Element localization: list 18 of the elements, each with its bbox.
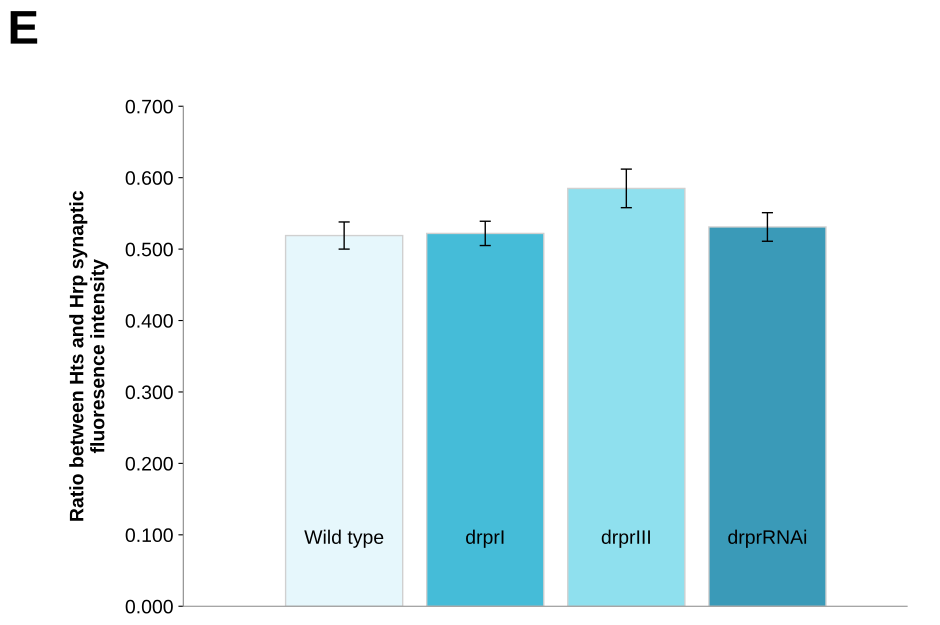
y-tick-label: 0.000 <box>126 600 173 614</box>
x-tick-label: Wild type <box>304 530 384 548</box>
chart-title: E <box>10 11 38 44</box>
y-axis-title: Ratio between Hts and Hrp synaptic fluoresence intensity <box>69 190 108 521</box>
bar <box>567 188 686 606</box>
y-tick-label: 0.300 <box>126 385 173 400</box>
y-tick-label: 0.100 <box>126 528 173 542</box>
x-tick-label: drprI <box>466 530 504 548</box>
y-tick-label: 0.700 <box>126 100 173 114</box>
x-tick-label: drprRNAi <box>728 530 806 548</box>
y-tick-label: 0.400 <box>126 314 173 328</box>
bar <box>708 226 827 606</box>
x-tick-label: drprIII <box>602 530 650 548</box>
bar <box>426 232 544 606</box>
y-tick-label: 0.600 <box>126 171 173 185</box>
bar <box>284 234 404 606</box>
y-tick-label: 0.200 <box>126 456 173 471</box>
y-tick-label: 0.500 <box>126 242 173 256</box>
